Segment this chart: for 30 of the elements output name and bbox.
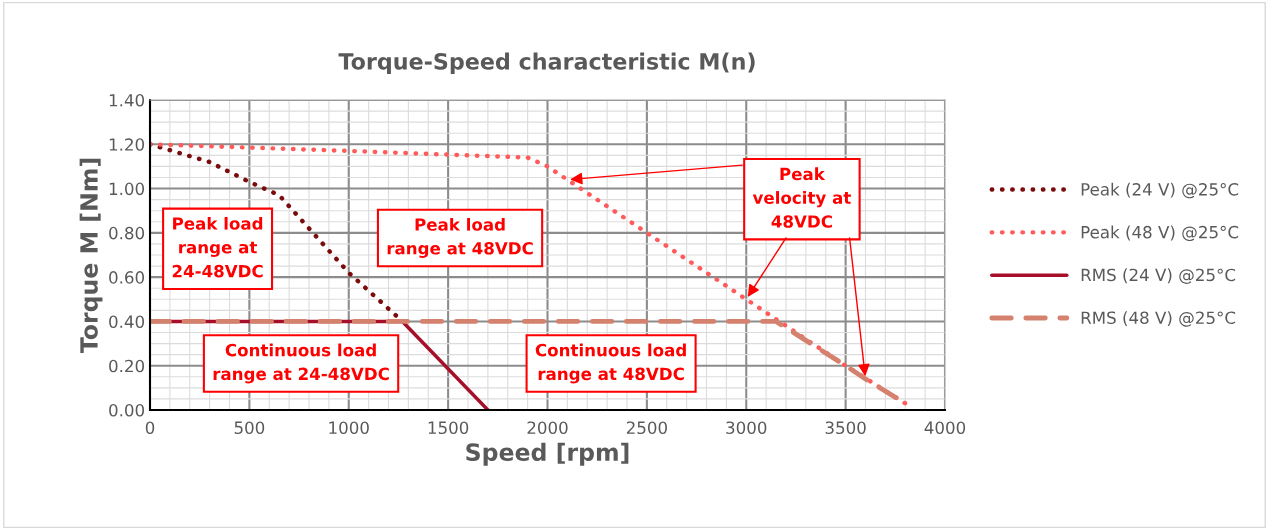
annotation: Continuous load range at 48VDC <box>535 343 686 384</box>
y-tick-label: 0.80 <box>109 226 145 240</box>
x-tick-label: 4000 <box>924 421 966 435</box>
annotation: Peak load range at 24-48VDC <box>172 216 263 278</box>
x-tick-label: 2500 <box>626 421 667 435</box>
x-tick-label: 1500 <box>428 421 469 435</box>
chart-title: Torque-Speed characteristic M(n) <box>338 52 755 75</box>
y-tick-label: 1.00 <box>109 182 145 196</box>
y-tick-label: 0.60 <box>109 271 145 284</box>
legend-label: RMS (48 V) @25°C <box>1081 311 1236 327</box>
y-tick-label: 0.40 <box>109 315 145 328</box>
x-tick-label: 3500 <box>825 421 866 435</box>
annotation: Continuous load range at 24-48VDC <box>213 343 389 384</box>
legend-label: Peak (24 V) @25°C <box>1081 182 1239 199</box>
y-tick-label: 1.40 <box>109 93 145 107</box>
x-tick-label: 500 <box>234 421 265 435</box>
y-tick-label: 0.20 <box>109 359 145 373</box>
x-tick-label: 2000 <box>527 421 568 435</box>
line-series <box>150 142 908 406</box>
annotation: Peak velocity at 48VDC <box>752 167 851 228</box>
x-tick-label: 0 <box>145 421 155 435</box>
x-tick-label: 3000 <box>726 421 767 435</box>
y-tick-label: 0.00 <box>109 403 145 417</box>
y-axis-title: Torque M [Nm] <box>79 158 103 354</box>
annotation: Peak load range at 48VDC <box>387 217 533 258</box>
x-tick-label: 1000 <box>329 421 369 435</box>
legend-label: RMS (24 V) @25°C <box>1081 268 1236 284</box>
y-tick-label: 1.20 <box>109 138 145 151</box>
legend-label: Peak (48 V) @25°C <box>1081 225 1239 242</box>
x-axis-title: Speed [rpm] <box>466 442 629 466</box>
